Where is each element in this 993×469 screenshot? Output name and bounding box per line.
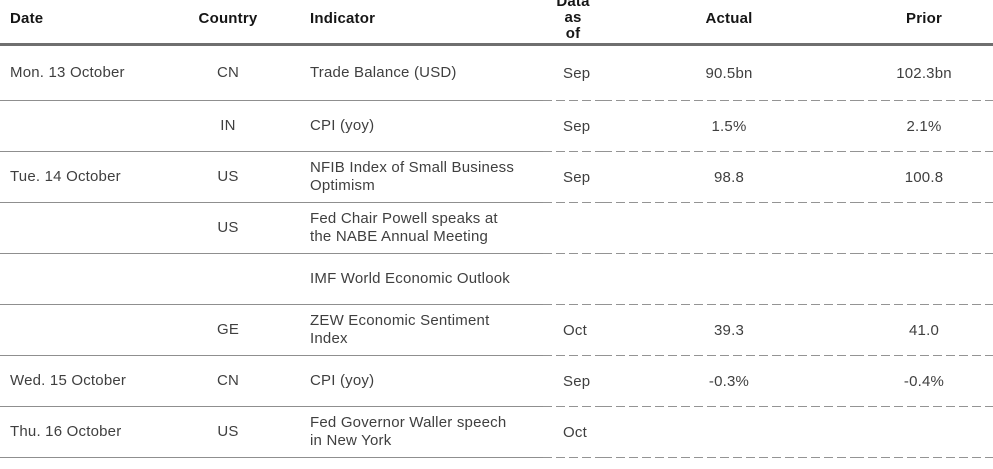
cell-country: CN bbox=[156, 356, 300, 407]
column-header-date: Date bbox=[0, 0, 156, 46]
cell-indicator: NFIB Index of Small Business Optimism bbox=[300, 152, 543, 203]
cell-actual bbox=[603, 203, 855, 254]
economic-calendar-table: Date Country Indicator Data as of Actual… bbox=[0, 0, 993, 458]
cell-prior: 100.8 bbox=[855, 152, 993, 203]
data-as-of-label: Data as of bbox=[556, 0, 590, 42]
table-body: Mon. 13 October CN Trade Balance (USD) S… bbox=[0, 46, 993, 458]
table-row: Wed. 15 October CN CPI (yoy) Sep -0.3% -… bbox=[0, 356, 993, 407]
column-header-indicator: Indicator bbox=[300, 0, 543, 46]
cell-actual: 1.5% bbox=[603, 101, 855, 152]
cell-indicator: CPI (yoy) bbox=[300, 101, 543, 152]
cell-actual bbox=[603, 407, 855, 458]
cell-prior: 2.1% bbox=[855, 101, 993, 152]
cell-data-as-of: Oct bbox=[543, 305, 603, 356]
cell-data-as-of: Sep bbox=[543, 152, 603, 203]
cell-date bbox=[0, 101, 156, 152]
cell-country: US bbox=[156, 203, 300, 254]
cell-date: Wed. 15 October bbox=[0, 356, 156, 407]
cell-date bbox=[0, 203, 156, 254]
cell-prior: 102.3bn bbox=[855, 46, 993, 101]
table-header: Date Country Indicator Data as of Actual… bbox=[0, 0, 993, 46]
cell-country: CN bbox=[156, 46, 300, 101]
table-row: IN CPI (yoy) Sep 1.5% 2.1% bbox=[0, 101, 993, 152]
cell-indicator: IMF World Economic Outlook bbox=[300, 254, 543, 305]
cell-prior: -0.4% bbox=[855, 356, 993, 407]
header-row: Date Country Indicator Data as of Actual… bbox=[0, 0, 993, 46]
cell-prior bbox=[855, 203, 993, 254]
cell-data-as-of: Sep bbox=[543, 46, 603, 101]
table-row: Mon. 13 October CN Trade Balance (USD) S… bbox=[0, 46, 993, 101]
cell-date: Mon. 13 October bbox=[0, 46, 156, 101]
cell-actual bbox=[603, 254, 855, 305]
cell-country bbox=[156, 254, 300, 305]
cell-country: US bbox=[156, 407, 300, 458]
column-header-data-as-of: Data as of bbox=[543, 0, 603, 46]
table-row: Tue. 14 October US NFIB Index of Small B… bbox=[0, 152, 993, 203]
cell-date bbox=[0, 305, 156, 356]
cell-indicator: CPI (yoy) bbox=[300, 356, 543, 407]
column-header-country: Country bbox=[156, 0, 300, 46]
cell-indicator: Fed Governor Waller speech in New York bbox=[300, 407, 543, 458]
cell-actual: 90.5bn bbox=[603, 46, 855, 101]
cell-country: GE bbox=[156, 305, 300, 356]
cell-data-as-of: Sep bbox=[543, 356, 603, 407]
table-row: GE ZEW Economic Sentiment Index Oct 39.3… bbox=[0, 305, 993, 356]
cell-country: US bbox=[156, 152, 300, 203]
cell-prior bbox=[855, 254, 993, 305]
cell-country: IN bbox=[156, 101, 300, 152]
cell-indicator: Fed Chair Powell speaks at the NABE Annu… bbox=[300, 203, 543, 254]
cell-data-as-of bbox=[543, 254, 603, 305]
cell-date bbox=[0, 254, 156, 305]
column-header-prior: Prior bbox=[855, 0, 993, 46]
cell-prior: 41.0 bbox=[855, 305, 993, 356]
cell-date: Thu. 16 October bbox=[0, 407, 156, 458]
cell-actual: -0.3% bbox=[603, 356, 855, 407]
table-row: IMF World Economic Outlook bbox=[0, 254, 993, 305]
cell-data-as-of: Sep bbox=[543, 101, 603, 152]
table-row: Thu. 16 October US Fed Governor Waller s… bbox=[0, 407, 993, 458]
cell-data-as-of: Oct bbox=[543, 407, 603, 458]
cell-indicator: ZEW Economic Sentiment Index bbox=[300, 305, 543, 356]
cell-data-as-of bbox=[543, 203, 603, 254]
cell-prior bbox=[855, 407, 993, 458]
column-header-actual: Actual bbox=[603, 0, 855, 46]
cell-actual: 98.8 bbox=[603, 152, 855, 203]
table-row: US Fed Chair Powell speaks at the NABE A… bbox=[0, 203, 993, 254]
cell-date: Tue. 14 October bbox=[0, 152, 156, 203]
cell-indicator: Trade Balance (USD) bbox=[300, 46, 543, 101]
cell-actual: 39.3 bbox=[603, 305, 855, 356]
